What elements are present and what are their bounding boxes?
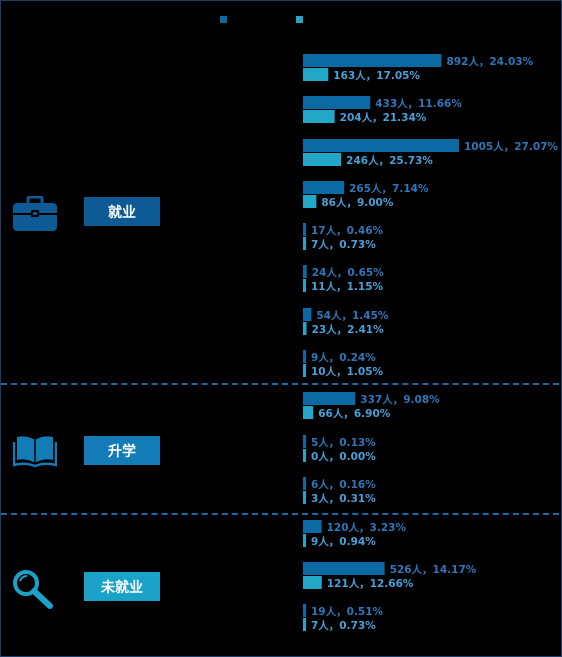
- data-label-series-b: 7人，0.73%: [311, 238, 376, 251]
- bar-series-a: [303, 139, 459, 152]
- bar-series-a: [303, 435, 306, 448]
- briefcase-icon: [12, 195, 58, 236]
- group-divider: [1, 383, 559, 385]
- bar-series-a: [303, 604, 306, 617]
- data-label-series-b: 246人，25.73%: [346, 154, 433, 167]
- data-label-series-a: 337人，9.08%: [360, 393, 440, 406]
- bar-series-a: [303, 265, 307, 278]
- data-label-series-a: 24人，0.65%: [312, 266, 385, 279]
- category-label-further-study: 升学: [84, 436, 160, 465]
- data-label-series-b: 66人，6.90%: [318, 407, 391, 420]
- legend-swatch-series-a: [220, 16, 227, 23]
- data-label-series-a: 54人，1.45%: [316, 309, 389, 322]
- bar-series-b: [303, 491, 306, 504]
- bar-series-a: [303, 392, 356, 405]
- bar-series-b: [303, 68, 329, 81]
- group-divider: [1, 513, 559, 515]
- bar-series-b: [303, 576, 322, 589]
- data-label-series-b: 86人，9.00%: [321, 196, 394, 209]
- data-label-series-a: 5人，0.13%: [311, 436, 376, 449]
- category-label-employed: 就业: [84, 197, 160, 226]
- data-label-series-b: 10人，1.05%: [311, 365, 384, 378]
- data-label-series-a: 120人，3.23%: [327, 521, 407, 534]
- data-label-series-a: 17人，0.46%: [311, 224, 384, 237]
- bar-series-a: [303, 477, 306, 490]
- data-label-series-b: 11人，1.15%: [311, 280, 384, 293]
- bar-series-a: [303, 223, 306, 236]
- data-label-series-a: 433人，11.66%: [375, 97, 462, 110]
- data-label-series-a: 19人，0.51%: [311, 605, 384, 618]
- data-label-series-b: 3人，0.31%: [311, 492, 376, 505]
- bar-series-b: [303, 618, 306, 631]
- bar-series-a: [303, 520, 322, 533]
- bar-series-a: [303, 562, 385, 575]
- bar-series-a: [303, 308, 312, 321]
- data-label-series-b: 7人，0.73%: [311, 619, 376, 632]
- bar-series-b: [303, 534, 306, 547]
- bar-series-a: [303, 350, 306, 363]
- magnifier-icon: [12, 569, 56, 613]
- data-label-series-b: 23人，2.41%: [312, 323, 385, 336]
- data-label-series-a: 6人，0.16%: [311, 478, 376, 491]
- bar-series-a: [303, 96, 371, 109]
- data-label-series-b: 9人，0.94%: [311, 535, 376, 548]
- data-label-series-a: 892人，24.03%: [446, 55, 533, 68]
- bar-series-b: [303, 364, 306, 377]
- category-label-unemployed: 未就业: [84, 572, 160, 601]
- open-book-icon: [12, 434, 58, 472]
- data-label-series-a: 1005人，27.07%: [464, 140, 558, 153]
- bar-series-b: [303, 322, 307, 335]
- bar-series-b: [303, 110, 335, 123]
- bar-series-b: [303, 279, 306, 292]
- bar-series-b: [303, 195, 317, 208]
- data-label-series-a: 9人，0.24%: [311, 351, 376, 364]
- bar-series-a: [303, 54, 442, 67]
- bar-series-b: [303, 153, 342, 166]
- data-label-series-a: 526人，14.17%: [390, 563, 477, 576]
- bar-series-a: [303, 181, 345, 194]
- data-label-series-b: 121人，12.66%: [327, 577, 414, 590]
- bar-series-b: [303, 237, 306, 250]
- bar-series-b: [303, 449, 306, 462]
- legend-swatch-series-b: [296, 16, 303, 23]
- bar-series-b: [303, 406, 314, 419]
- data-label-series-b: 204人，21.34%: [340, 111, 427, 124]
- data-label-series-a: 265人，7.14%: [349, 182, 429, 195]
- data-label-series-b: 163人，17.05%: [333, 69, 420, 82]
- data-label-series-b: 0人，0.00%: [311, 450, 376, 463]
